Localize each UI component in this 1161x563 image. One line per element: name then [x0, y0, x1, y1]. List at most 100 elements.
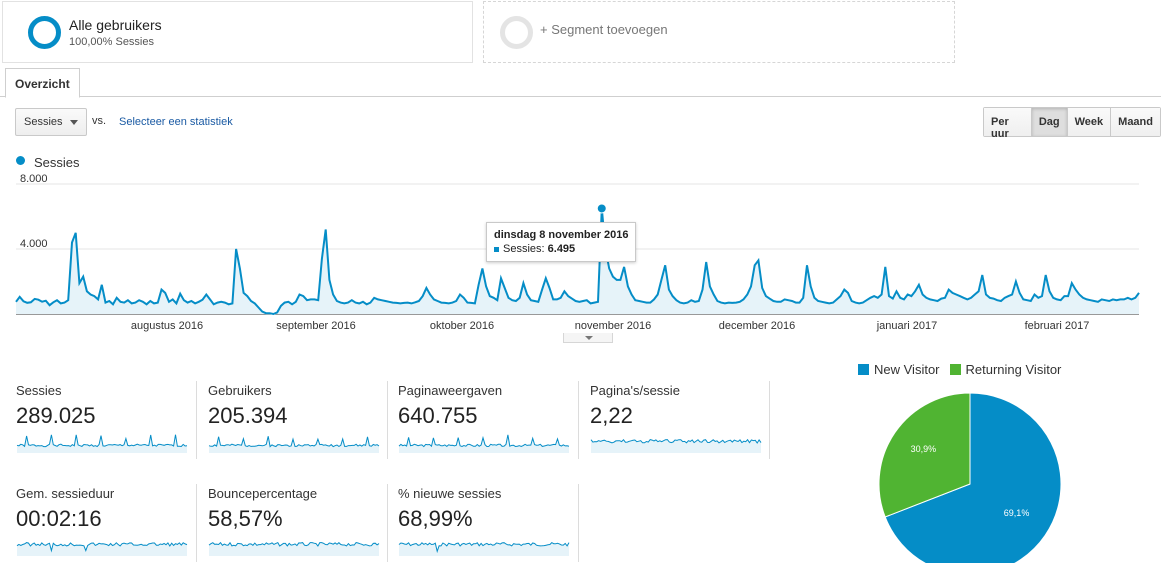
metric-dropdown[interactable]: Sessies: [15, 108, 87, 136]
scorecard-value: 2,22: [590, 403, 633, 428]
sparkline: [208, 436, 380, 453]
chevron-down-icon: [70, 120, 78, 125]
sparkline: [398, 541, 570, 556]
vs-label: vs.: [92, 115, 107, 127]
sparkline: [208, 541, 380, 556]
divider: [196, 381, 197, 459]
granularity-week-button[interactable]: Week: [1067, 108, 1112, 136]
visitor-pie-chart[interactable]: 69,1% 30,9%: [872, 390, 1072, 563]
scorecard-label: % nieuwe sessies: [398, 486, 502, 501]
sparkline: [16, 434, 188, 453]
scorecard-sessies[interactable]: Sessies 289.025: [16, 383, 196, 465]
granularity-toggle: Per uur Dag Week Maand: [983, 107, 1161, 140]
legend-swatch-icon: [949, 364, 961, 375]
sparkline-area: [399, 434, 569, 453]
x-tick-label: oktober 2016: [430, 320, 494, 332]
sparkline-area: [17, 434, 187, 453]
sparkline-line: [398, 434, 570, 448]
scorecard-label: Sessies: [16, 383, 62, 398]
sparkline-line: [398, 541, 570, 554]
sparkline-line: [208, 436, 380, 448]
chart-tooltip: dinsdag 8 november 2016 Sessies: 6.495: [486, 222, 636, 262]
sparkline-line: [16, 542, 188, 553]
scorecard-label: Bouncepercentage: [208, 486, 318, 501]
segment-subtitle: 100,00% Sessies: [69, 36, 154, 48]
tab-divider: [0, 96, 1161, 97]
scorecard-bouncepercentage[interactable]: Bouncepercentage 58,57%: [208, 486, 388, 563]
tooltip-value: 6.495: [547, 243, 576, 255]
scorecard-value: 205.394: [208, 403, 288, 428]
scorecard-paginaweergaven[interactable]: Paginaweergaven 640.755: [398, 383, 578, 465]
granularity-day-button[interactable]: Dag: [1031, 108, 1068, 136]
metric-dropdown-value: Sessies: [24, 116, 63, 128]
sessions-chart[interactable]: 8.000 4.000 augustus 2016 september 2016 okt…: [0, 172, 1161, 332]
legend-label: New Visitor: [874, 362, 940, 377]
sparkline-line: [208, 541, 380, 547]
select-metric-link[interactable]: Selecteer een statistiek: [119, 116, 233, 128]
pie-slice-label: 30,9%: [911, 444, 937, 454]
sparkline-line: [16, 434, 188, 448]
series-square-icon: [494, 246, 499, 252]
divider: [387, 381, 388, 459]
legend-returning-visitor[interactable]: Returning Visitor: [949, 362, 1062, 377]
scorecard-label: Pagina's/sessie: [590, 383, 680, 398]
sparkline: [590, 438, 762, 453]
y-tick-label: 8.000: [20, 173, 48, 185]
legend-swatch-icon: [858, 364, 869, 375]
scorecard-value: 58,57%: [208, 506, 283, 531]
add-segment-label: + Segment toevoegen: [540, 22, 668, 37]
legend-dot-icon: [16, 156, 25, 165]
segment-all-users[interactable]: Alle gebruikers 100,00% Sessies: [2, 1, 473, 63]
segment-title: Alle gebruikers: [69, 17, 162, 33]
tooltip-series: Sessies:: [503, 243, 545, 255]
collapse-chart-button[interactable]: [563, 333, 613, 343]
divider: [769, 381, 770, 459]
scorecard-value: 00:02:16: [16, 506, 102, 531]
sparkline-area: [591, 439, 761, 453]
y-tick-label: 4.000: [20, 238, 48, 250]
divider: [196, 484, 197, 562]
sparkline-line: [590, 438, 762, 444]
pie-slice: [878, 392, 971, 518]
scorecard-gebruikers[interactable]: Gebruikers 205.394: [208, 383, 388, 465]
scorecard-value: 289.025: [16, 403, 96, 428]
pie-legend: New Visitor Returning Visitor: [858, 362, 1071, 377]
tooltip-date: dinsdag 8 november 2016: [494, 229, 629, 241]
divider: [578, 484, 579, 562]
x-tick-label: augustus 2016: [131, 320, 203, 332]
scorecard-label: Paginaweergaven: [398, 383, 503, 398]
sparkline-area: [17, 542, 187, 556]
caret-down-icon: [585, 336, 593, 340]
x-tick-label: september 2016: [276, 320, 356, 332]
add-segment-button[interactable]: + Segment toevoegen: [483, 1, 955, 63]
scorecard-value: 68,99%: [398, 506, 473, 531]
scorecard-nieuwe-sessies[interactable]: % nieuwe sessies 68,99%: [398, 486, 578, 563]
highlight-point: [596, 203, 607, 214]
sparkline: [398, 434, 570, 453]
scorecard-label: Gebruikers: [208, 383, 272, 398]
pie-slice: [884, 392, 1062, 563]
x-tick-label: december 2016: [719, 320, 795, 332]
x-tick-label: januari 2017: [876, 320, 938, 332]
divider: [578, 381, 579, 459]
chart-legend-label: Sessies: [34, 155, 80, 170]
x-tick-label: november 2016: [575, 320, 651, 332]
granularity-month-button[interactable]: Maand: [1111, 108, 1160, 136]
x-tick-label: februari 2017: [1025, 320, 1090, 332]
segment-ring-icon: [28, 16, 61, 49]
scorecard-label: Gem. sessieduur: [16, 486, 115, 501]
sparkline-area: [209, 542, 379, 556]
pie-slice-label: 69,1%: [1004, 508, 1030, 518]
series-area: [16, 208, 1139, 314]
legend-label: Returning Visitor: [965, 362, 1062, 377]
granularity-hourly-button[interactable]: Per uur: [984, 108, 1032, 140]
scorecard-sessieduur[interactable]: Gem. sessieduur 00:02:16: [16, 486, 196, 563]
scorecard-value: 640.755: [398, 403, 478, 428]
legend-new-visitor[interactable]: New Visitor: [858, 362, 940, 377]
sparkline: [16, 542, 188, 556]
scorecard-paginas-per-sessie[interactable]: Pagina's/sessie 2,22: [590, 383, 770, 465]
divider: [387, 484, 388, 562]
tab-overzicht[interactable]: Overzicht: [5, 68, 80, 98]
empty-segment-ring-icon: [500, 16, 533, 49]
series-line: [15, 208, 1140, 316]
